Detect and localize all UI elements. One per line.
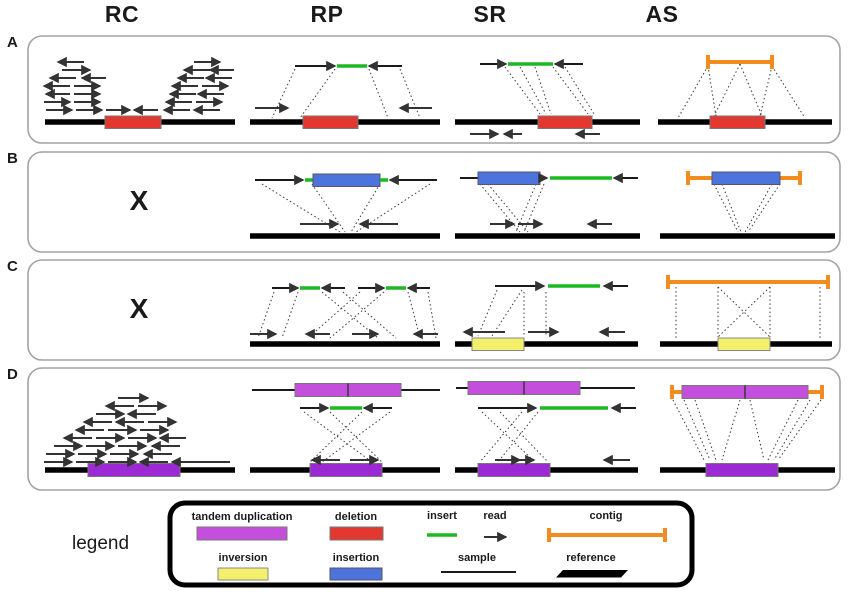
cell-c-rp-read-pair-diagram: [250, 282, 440, 347]
duplication-copy-2: [523, 381, 581, 395]
cell-c-as-assembly-diagram: [660, 275, 832, 351]
row-label-b: B: [7, 150, 18, 167]
legend-contig-swatch: [547, 528, 667, 542]
deletion-box: [104, 115, 162, 129]
insertion-box: [312, 173, 381, 187]
panel-a-frame: [27, 35, 841, 144]
deletion-box: [537, 115, 593, 129]
legend-label-sample: sample: [458, 552, 496, 564]
duplication-copy-1: [294, 383, 349, 397]
legend-reference-swatch: [556, 570, 628, 578]
legend-label-insertion: insertion: [332, 552, 380, 564]
duplication-copy-2: [347, 383, 402, 397]
legend-frame: [167, 500, 695, 588]
legend-label-deletion: deletion: [334, 511, 378, 523]
cell-a-rc-read-count-diagram: [42, 56, 235, 129]
cell-c-sr-split-read-diagram: [455, 280, 638, 351]
duplication-box: [705, 463, 779, 477]
legend-title: legend: [72, 533, 130, 554]
duplication-copy-2: [744, 385, 809, 399]
legend-label-inversion: inversion: [218, 552, 268, 564]
contig: [666, 275, 830, 289]
cell-a-as-assembly-diagram: [658, 55, 832, 129]
insertion-box: [711, 171, 781, 185]
panel-d-frame: [27, 367, 841, 491]
cell-d-as-assembly-diagram: [660, 385, 835, 477]
insertion-box: [477, 171, 541, 185]
inversion-box: [471, 337, 525, 351]
panel-c-frame: [27, 259, 841, 361]
legend-label-reference: reference: [566, 552, 616, 564]
duplication-copy-1: [681, 385, 746, 399]
column-header-as: AS: [645, 1, 679, 27]
not-applicable-mark-c-rc: X: [129, 293, 149, 324]
legend-insertion-swatch: [329, 567, 383, 581]
row-label-c: C: [7, 258, 18, 275]
row-label-a: A: [7, 34, 18, 51]
legend-inversion-swatch: [217, 567, 269, 581]
cell-a-rp-read-pair-diagram: [250, 60, 440, 129]
column-header-sr: SR: [473, 1, 507, 27]
duplication-box: [477, 463, 551, 477]
not-applicable-mark-b-rc: X: [129, 185, 149, 216]
duplication-box: [87, 463, 181, 477]
legend-label-tandem-duplication: tandem duplication: [191, 511, 293, 523]
deletion-box: [302, 115, 359, 129]
duplication-copy-1: [467, 381, 525, 395]
legend-graphics: [167, 500, 695, 588]
legend-label-contig: contig: [589, 510, 623, 522]
cell-d-sr-split-read-diagram: [455, 381, 638, 477]
deletion-box: [709, 115, 766, 129]
column-header-rc: RC: [104, 1, 140, 27]
cell-b-as-assembly-diagram: [660, 171, 835, 239]
cell-a-sr-split-read-diagram: [455, 58, 640, 140]
contig: [706, 55, 774, 69]
column-header-rp: RP: [310, 1, 344, 27]
cell-d-rp-read-pair-diagram: [250, 383, 440, 477]
legend-label-read: read: [483, 510, 507, 522]
legend-label-insert: insert: [427, 510, 457, 522]
duplication-box: [309, 463, 383, 477]
inversion-box: [717, 337, 771, 351]
row-label-d: D: [7, 366, 18, 383]
cell-b-sr-split-read-diagram: [455, 171, 640, 239]
cell-b-rp-read-pair-diagram: [250, 173, 440, 239]
cell-d-rc-read-count-diagram: [44, 392, 235, 477]
legend-deletion-swatch: [329, 526, 384, 541]
legend-tandem-duplication-swatch: [196, 526, 288, 541]
